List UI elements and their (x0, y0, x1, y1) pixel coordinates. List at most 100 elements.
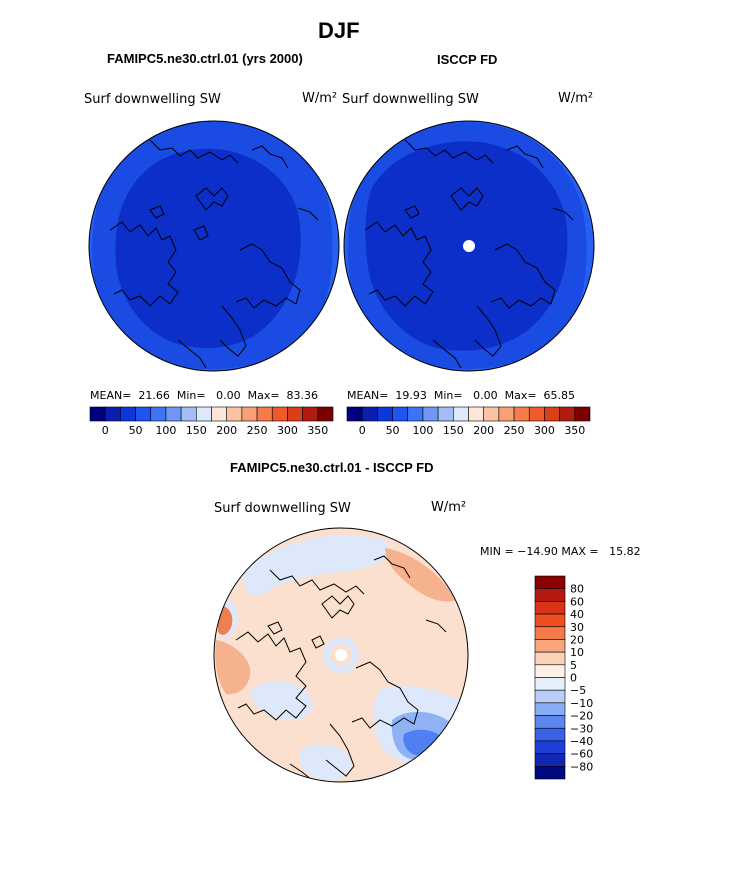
left-colorbar-cell (302, 406, 319, 422)
diff-colorbar-tick-label: 5 (570, 659, 577, 672)
diff-colorbar-tick-label: −5 (570, 684, 586, 697)
right-colorbar-tick-label: 0 (359, 424, 366, 437)
diff-colorbar-cell (534, 740, 566, 754)
diff-colorbar-tick-label: 60 (570, 595, 584, 608)
left-colorbar-cell (89, 406, 106, 422)
left-variable-label: Surf downwelling SW (84, 92, 221, 107)
right-map (343, 120, 595, 372)
right-stats: MEAN= 19.93 Min= 0.00 Max= 65.85 (347, 389, 576, 402)
left-colorbar: 0 50 100 150 200 250 300 350 (89, 406, 334, 437)
left-stats: MEAN= 21.66 Min= 0.00 Max= 83.36 (90, 389, 319, 402)
diff-colorbar-cell (534, 588, 566, 602)
right-units-label: W/m² (558, 91, 594, 106)
left-colorbar-cell (317, 406, 334, 422)
left-colorbar-cell (241, 406, 258, 422)
diff-colorbar-cell (534, 651, 566, 666)
left-colorbar-cell (287, 406, 303, 422)
left-colorbar-tick-label: 200 (216, 424, 237, 437)
diff-colorbar-tick-label: −30 (570, 722, 593, 735)
right-colorbar-cell (468, 406, 484, 422)
diff-colorbar-cell (534, 715, 566, 729)
diff-colorbar-tick-label: 0 (570, 672, 577, 685)
diff-colorbar-tick-label: 80 (570, 583, 584, 596)
right-map-pole-gap (463, 240, 475, 252)
diff-neg-mid (250, 681, 313, 721)
diff-colorbar-cell (534, 766, 566, 780)
right-colorbar-cell (513, 406, 530, 422)
diff-colorbar-tick-label: 30 (570, 621, 584, 634)
right-map-border (343, 120, 595, 372)
diff-stats: MIN = −14.90 MAX = 15.82 (480, 545, 641, 558)
left-colorbar-cell (271, 406, 288, 422)
left-colorbar-cell (150, 406, 167, 422)
diff-colorbar-tick-label: 20 (570, 633, 584, 646)
right-colorbar-cell (407, 406, 424, 422)
right-variable-label: Surf downwelling SW (342, 92, 479, 107)
right-colorbar-tick-label: 200 (473, 424, 494, 437)
right-colorbar-cell (544, 406, 560, 422)
diff-colorbar-cell (534, 575, 566, 589)
left-colorbar-tick-label: 350 (307, 424, 328, 437)
diff-panel-title: FAMIPC5.ne30.ctrl.01 - ISCCP FD (230, 460, 434, 475)
right-colorbar-cell (346, 406, 363, 422)
right-colorbar-cell (437, 406, 454, 422)
diff-colorbar-tick-label: −40 (570, 735, 593, 748)
diff-map (213, 527, 469, 783)
right-colorbar-cell (377, 406, 393, 422)
right-colorbar-cell (361, 406, 378, 422)
right-colorbar-cell (528, 406, 545, 422)
right-colorbar-cell (422, 406, 439, 422)
left-colorbar-cell (211, 406, 227, 422)
diff-pole-gap (335, 649, 347, 661)
diff-neg-bottom (299, 744, 352, 781)
right-colorbar-cell (498, 406, 515, 422)
diff-coastlines (235, 555, 447, 781)
left-map-inner-field (115, 148, 301, 348)
diff-colorbar-cell (534, 664, 566, 678)
right-colorbar-cell (392, 406, 409, 422)
left-colorbar-cell (226, 406, 243, 422)
right-colorbar-tick-label: 50 (386, 424, 400, 437)
figure-title: DJF (318, 18, 360, 43)
diff-colorbar-tick-label: −10 (570, 697, 593, 710)
left-colorbar-cell (256, 406, 273, 422)
left-units-label: W/m² (302, 91, 338, 106)
diff-pos-left (215, 640, 251, 695)
left-map (88, 120, 340, 372)
diff-colorbar-cell (534, 702, 566, 716)
right-colorbar-tick-label: 100 (412, 424, 433, 437)
right-colorbar-tick-label: 250 (504, 424, 525, 437)
left-colorbar-tick-label: 100 (155, 424, 176, 437)
diff-colorbar-cell (534, 639, 566, 653)
left-colorbar-cell (135, 406, 152, 422)
diff-colorbar-cell (534, 677, 566, 691)
left-coastlines (109, 139, 319, 369)
diff-colorbar-tick-label: −60 (570, 748, 593, 761)
left-map-border (88, 120, 340, 372)
right-colorbar-tick-label: 150 (443, 424, 464, 437)
diff-colorbar-cell (534, 601, 566, 615)
diff-colorbar-cell (534, 753, 566, 767)
diff-colorbar-tick-label: −80 (570, 760, 593, 773)
right-colorbar-cell (483, 406, 500, 422)
left-colorbar-cell (180, 406, 197, 422)
diff-map-border (213, 527, 469, 783)
diff-pos-topright (385, 548, 456, 602)
left-colorbar-cell (196, 406, 212, 422)
left-colorbar-tick-label: 50 (129, 424, 143, 437)
left-colorbar-tick-label: 300 (277, 424, 298, 437)
left-colorbar-tick-label: 0 (102, 424, 109, 437)
diff-variable-label: Surf downwelling SW (214, 501, 351, 516)
diff-colorbar-tick-label: 10 (570, 646, 584, 659)
diff-units-label: W/m² (431, 500, 467, 515)
right-colorbar-tick-label: 350 (564, 424, 585, 437)
right-colorbar-cell (574, 406, 591, 422)
left-colorbar-cell (120, 406, 136, 422)
diff-colorbar-tick-label: −20 (570, 710, 593, 723)
left-panel-title: FAMIPC5.ne30.ctrl.01 (yrs 2000) (107, 51, 303, 66)
diff-colorbar-cell (534, 613, 566, 628)
diff-colorbar-cell (534, 689, 566, 704)
right-colorbar-cell (559, 406, 576, 422)
